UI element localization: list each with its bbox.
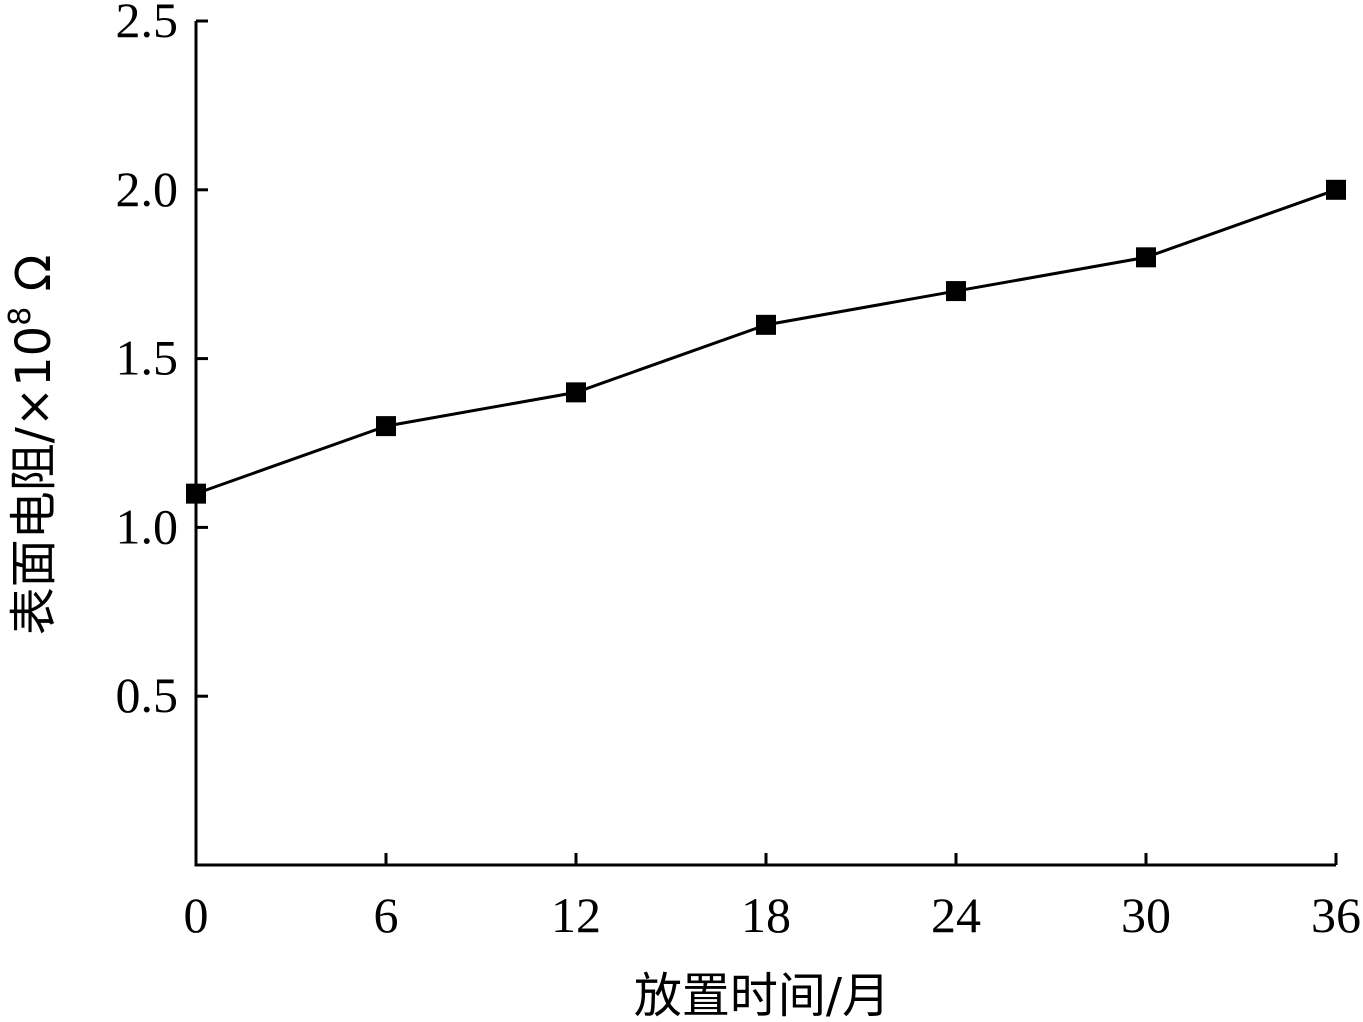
axes (194, 21, 1336, 867)
y-tick-label: 1.0 (116, 498, 179, 554)
y-tick-label: 0.5 (116, 667, 179, 723)
x-tick-label: 36 (1311, 887, 1361, 943)
x-tick-label: 30 (1121, 887, 1171, 943)
series-line (195, 188, 1337, 496)
y-axis-title-unit: Ω (6, 255, 62, 307)
x-ticks: 0 6 12 18 24 30 36 (184, 853, 1361, 943)
data-point-marker (186, 483, 206, 504)
data-point-marker (1326, 179, 1346, 200)
data-point-marker (756, 314, 776, 335)
x-tick-label: 12 (551, 887, 601, 943)
x-axis-title: 放置时间/月 (634, 968, 890, 1022)
y-axis-title: 表面电阻/×108 Ω (3, 255, 62, 636)
series (186, 179, 1346, 504)
y-tick-label: 2.5 (116, 0, 179, 48)
y-tick-label: 1.5 (116, 330, 179, 386)
data-point-marker (1136, 247, 1156, 268)
y-ticks: 0.5 1.0 1.5 2.0 2.5 (116, 0, 208, 723)
data-point-marker (946, 281, 966, 302)
y-axis-title-exponent: 8 (3, 307, 38, 326)
y-tick-label: 2.0 (116, 161, 179, 217)
x-tick-label: 18 (741, 887, 791, 943)
x-tick-label: 24 (931, 887, 981, 943)
axis-lines (194, 21, 1336, 867)
data-point-marker (566, 382, 586, 403)
x-tick-label: 0 (184, 887, 209, 943)
data-point-marker (376, 416, 396, 437)
y-axis-title-main: 表面电阻/×10 (6, 326, 62, 635)
x-tick-label: 6 (374, 887, 399, 943)
